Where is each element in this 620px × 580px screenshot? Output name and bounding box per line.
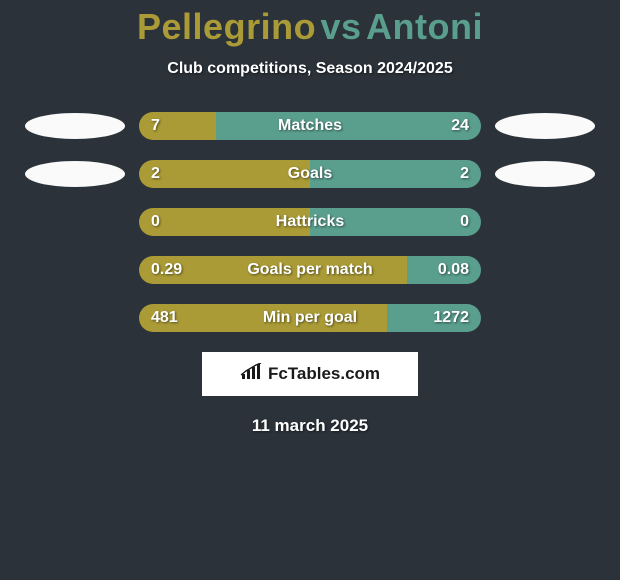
stat-value-right: 1272 [433,309,469,327]
stat-row: 0 Hattricks 0 [0,208,620,236]
stat-value-right: 0 [460,213,469,231]
stat-bar: 481 Min per goal 1272 [139,304,481,332]
stat-value-right: 24 [451,117,469,135]
title-player1: Pellegrino [137,6,316,47]
player-oval-right [495,257,595,283]
stat-bar: 2 Goals 2 [139,160,481,188]
player-oval-left [25,161,125,187]
stat-value-right: 0.08 [438,261,469,279]
bar-segment-right [310,160,481,188]
stat-label: Min per goal [263,309,357,327]
stats-container: 7 Matches 24 2 Goals 2 0 Hattricks 0 0.29 Goals pe… [0,112,620,332]
stat-value-left: 2 [151,165,160,183]
bar-chart-icon [240,363,262,386]
player-oval-left [25,305,125,331]
stat-row: 0.29 Goals per match 0.08 [0,256,620,284]
title-vs: vs [321,6,362,47]
stat-bar: 0 Hattricks 0 [139,208,481,236]
stat-bar: 7 Matches 24 [139,112,481,140]
player-oval-left [25,257,125,283]
player-oval-right [495,113,595,139]
site-logo[interactable]: FcTables.com [202,352,418,396]
stat-label: Goals [288,165,332,183]
player-oval-left [25,209,125,235]
title-player2: Antoni [366,6,483,47]
stat-value-left: 0.29 [151,261,182,279]
subtitle: Club competitions, Season 2024/2025 [0,60,620,78]
player-oval-right [495,305,595,331]
stat-row: 7 Matches 24 [0,112,620,140]
stat-value-left: 7 [151,117,160,135]
date: 11 march 2025 [0,416,620,436]
stat-value-left: 481 [151,309,178,327]
stat-row: 481 Min per goal 1272 [0,304,620,332]
stat-bar: 0.29 Goals per match 0.08 [139,256,481,284]
bar-segment-right [216,112,481,140]
bar-segment-left [139,160,310,188]
stat-label: Matches [278,117,342,135]
title: Pellegrino vs Antoni [0,0,620,48]
stat-label: Hattricks [276,213,344,231]
stat-row: 2 Goals 2 [0,160,620,188]
player-oval-left [25,113,125,139]
stat-label: Goals per match [247,261,372,279]
player-oval-right [495,161,595,187]
player-oval-right [495,209,595,235]
site-name: FcTables.com [268,364,380,384]
stat-value-right: 2 [460,165,469,183]
stat-value-left: 0 [151,213,160,231]
